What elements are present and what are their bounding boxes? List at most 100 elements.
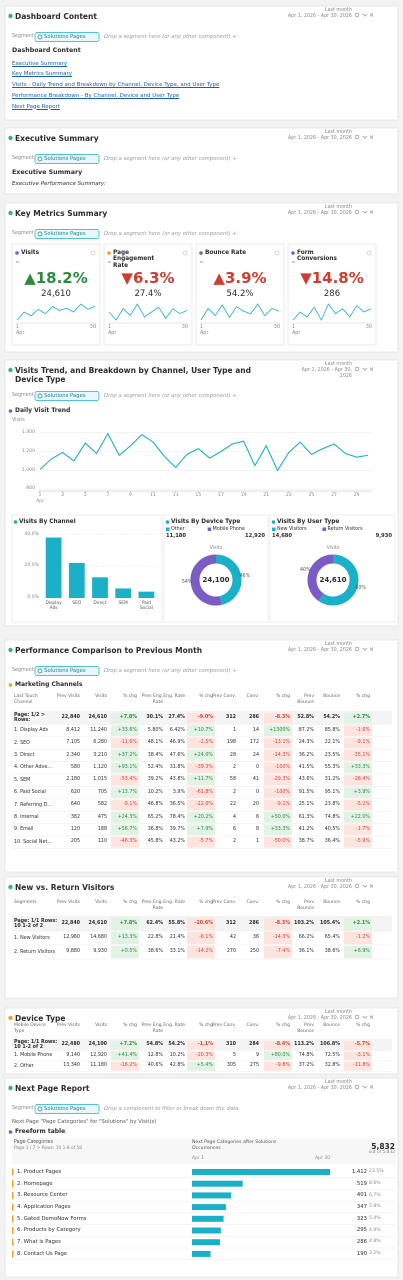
axis-label: 30 bbox=[365, 325, 372, 331]
change-cell bbox=[111, 787, 139, 798]
close-icon bbox=[369, 884, 374, 888]
cell: +50.0% bbox=[270, 814, 290, 820]
settings-icon[interactable] bbox=[354, 883, 360, 889]
change-cell bbox=[264, 799, 292, 811]
cell: 41.2% bbox=[298, 826, 314, 832]
axis-label: 30 bbox=[273, 325, 280, 331]
x-tick-label: 25 bbox=[308, 493, 315, 499]
cell: -14.3% bbox=[273, 752, 290, 758]
cell: 198 bbox=[226, 740, 236, 746]
card-change: ▼14.8% bbox=[300, 269, 364, 287]
x-tick-label: Display Ads bbox=[45, 600, 62, 611]
cell: 305 bbox=[226, 1063, 236, 1069]
change-cell bbox=[344, 787, 372, 798]
change-cell bbox=[264, 836, 292, 848]
segment-pill bbox=[34, 154, 100, 164]
x-tick-label: 21 bbox=[263, 493, 270, 499]
segment-pill[interactable]: Solutions Pages bbox=[44, 1105, 86, 1112]
change-cell bbox=[264, 917, 292, 931]
cell: 74.8% bbox=[298, 1052, 314, 1058]
segment-icon bbox=[37, 231, 43, 237]
link[interactable]: Executive Summary bbox=[12, 60, 68, 67]
settings-icon[interactable] bbox=[354, 12, 360, 18]
cell: -9.0% bbox=[197, 715, 213, 721]
close-icon bbox=[369, 210, 374, 214]
title-dot bbox=[8, 210, 13, 216]
segment-label: Segment bbox=[12, 393, 34, 399]
column-header: % chg bbox=[276, 694, 290, 700]
link[interactable]: Performance Breakdown - By Channel, Devi… bbox=[12, 92, 180, 99]
cell: 14 bbox=[252, 727, 259, 733]
change-cell bbox=[344, 712, 372, 724]
column-header: Prev Visits bbox=[56, 900, 80, 906]
settings-icon[interactable] bbox=[354, 1014, 360, 1020]
segment-pill[interactable]: Solutions Pages bbox=[44, 155, 86, 162]
drop-hint: Drop a segment here (or any other compon… bbox=[104, 230, 237, 237]
segment-label: Segment bbox=[12, 156, 34, 162]
cell: -39.3% bbox=[196, 764, 213, 770]
panel bbox=[4, 5, 399, 121]
cell: 286 bbox=[248, 715, 259, 721]
segment-icon bbox=[37, 34, 43, 40]
x-tick-label: 9 bbox=[129, 493, 132, 499]
cell: 62.4% bbox=[146, 921, 163, 927]
column-header: % chg bbox=[276, 900, 290, 906]
cell: +33.6% bbox=[117, 727, 137, 733]
column-header: % chg bbox=[123, 694, 137, 700]
cell: 10.2% bbox=[169, 1052, 185, 1058]
axis-label: 1 Apr bbox=[292, 325, 301, 336]
cell: 38.6% bbox=[147, 949, 163, 955]
settings-icon[interactable] bbox=[354, 1084, 360, 1090]
segment-pill[interactable]: Solutions Pages bbox=[44, 230, 86, 237]
cell: 286 bbox=[248, 921, 259, 927]
link[interactable]: Next Page Report bbox=[12, 103, 60, 110]
drop-hint: Drop a segment here (or any other compon… bbox=[104, 667, 237, 674]
cell: 3.9% bbox=[172, 789, 185, 795]
change-cell bbox=[187, 1040, 215, 1050]
segment-pill[interactable]: Solutions Pages bbox=[44, 667, 86, 674]
cell: -9.1% bbox=[356, 740, 370, 746]
link[interactable]: Visits - Daily Trend and Breakdown by Ch… bbox=[12, 82, 220, 89]
settings-icon[interactable] bbox=[354, 209, 360, 215]
column-header: Conv. bbox=[246, 694, 260, 700]
axis-label: Apr 1 bbox=[192, 1156, 205, 1162]
cell: 6 bbox=[232, 826, 236, 832]
card-title: Page Engagement Rate bbox=[113, 249, 155, 270]
cell: -16.2% bbox=[120, 1063, 137, 1069]
change-cell bbox=[187, 774, 215, 786]
cell: 41.5% bbox=[298, 764, 314, 770]
total-sub: out of 5,832 bbox=[368, 1150, 395, 1156]
cell: 24.3% bbox=[298, 740, 314, 746]
column-header: Eng. Rate bbox=[163, 900, 185, 906]
row-label: 2. SEO bbox=[14, 740, 30, 746]
settings-icon[interactable] bbox=[354, 134, 360, 140]
share-label: 8.6% bbox=[369, 1180, 381, 1186]
row-label: 1. New Visitors bbox=[14, 935, 50, 941]
slice-label: 54% bbox=[181, 580, 193, 586]
cell: +5.4% bbox=[196, 1063, 213, 1069]
settings-icon[interactable] bbox=[354, 646, 360, 652]
sparkline bbox=[16, 303, 96, 321]
segment-pill bbox=[34, 229, 100, 239]
cell: 95.1% bbox=[324, 789, 340, 795]
title-dot bbox=[8, 683, 13, 687]
change-cell bbox=[344, 1051, 372, 1061]
cell: 91.5% bbox=[298, 789, 314, 795]
change-cell bbox=[264, 750, 292, 761]
segment-pill[interactable]: Solutions Pages bbox=[44, 33, 86, 40]
settings-icon[interactable] bbox=[354, 366, 360, 372]
date-range: Apr 1, 2026 - Apr 30, 2026 bbox=[287, 1086, 352, 1092]
info-icon bbox=[366, 250, 372, 256]
link[interactable]: Key Metrics Summary bbox=[12, 71, 73, 78]
bar bbox=[192, 1215, 224, 1222]
cell: 36.5% bbox=[169, 802, 185, 808]
row-label: 8. Internal bbox=[14, 814, 39, 820]
change-cell bbox=[187, 737, 215, 749]
segment-pill[interactable]: Solutions Pages bbox=[44, 392, 86, 399]
cell: 6 bbox=[255, 814, 259, 820]
drop-hint: Drop a segment here (or any other compon… bbox=[104, 392, 237, 399]
value-label: 286 bbox=[356, 1239, 367, 1246]
cell: +24.0% bbox=[193, 752, 213, 758]
donut-slice bbox=[307, 554, 334, 601]
cell: -3.1% bbox=[356, 1052, 370, 1058]
